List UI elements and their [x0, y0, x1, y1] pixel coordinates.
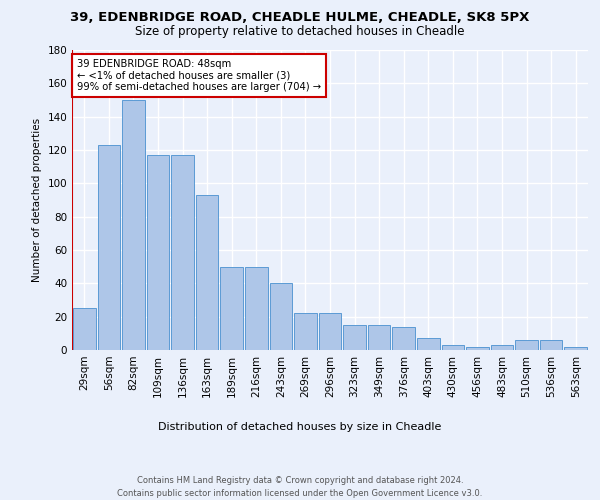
Bar	[515, 340, 538, 350]
Bar	[196, 195, 218, 350]
Text: 39, EDENBRIDGE ROAD, CHEADLE HULME, CHEADLE, SK8 5PX: 39, EDENBRIDGE ROAD, CHEADLE HULME, CHEA…	[70, 11, 530, 24]
Bar	[220, 266, 243, 350]
Y-axis label: Number of detached properties: Number of detached properties	[32, 118, 42, 282]
Bar	[98, 145, 120, 350]
Bar	[122, 100, 145, 350]
Bar	[540, 340, 562, 350]
Text: Size of property relative to detached houses in Cheadle: Size of property relative to detached ho…	[135, 25, 465, 38]
Bar	[368, 325, 391, 350]
Text: Contains HM Land Registry data © Crown copyright and database right 2024.
Contai: Contains HM Land Registry data © Crown c…	[118, 476, 482, 498]
Bar	[417, 338, 440, 350]
Bar	[319, 314, 341, 350]
Text: Distribution of detached houses by size in Cheadle: Distribution of detached houses by size …	[158, 422, 442, 432]
Bar	[466, 346, 489, 350]
Bar	[294, 314, 317, 350]
Bar	[343, 325, 366, 350]
Bar	[392, 326, 415, 350]
Bar	[565, 346, 587, 350]
Bar	[73, 308, 95, 350]
Bar	[442, 345, 464, 350]
Bar	[491, 345, 514, 350]
Bar	[146, 155, 169, 350]
Text: 39 EDENBRIDGE ROAD: 48sqm
← <1% of detached houses are smaller (3)
99% of semi-d: 39 EDENBRIDGE ROAD: 48sqm ← <1% of detac…	[77, 59, 321, 92]
Bar	[171, 155, 194, 350]
Bar	[269, 284, 292, 350]
Bar	[245, 266, 268, 350]
